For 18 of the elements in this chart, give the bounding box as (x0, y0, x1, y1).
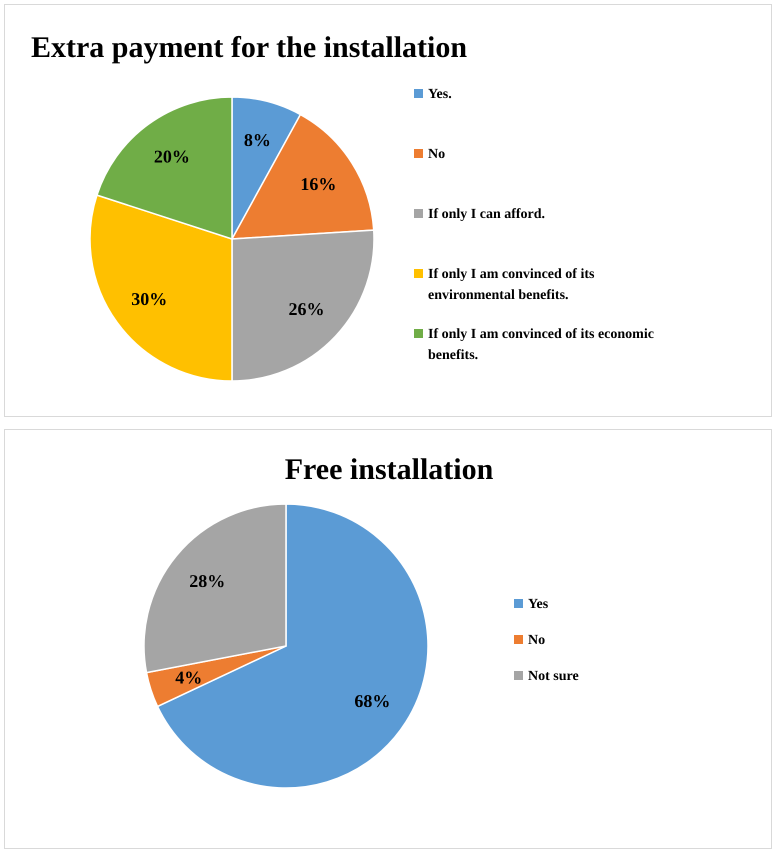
legend-label: Yes (528, 596, 549, 612)
legend-label: If only I am convinced of its environmental benefits. (428, 266, 595, 302)
data-label: 68% (354, 690, 390, 711)
data-label: 30% (131, 289, 168, 310)
legend-label: Yes. (428, 86, 452, 102)
data-label: 26% (288, 298, 325, 319)
data-label: 16% (300, 174, 336, 194)
legend-label: Not sure (528, 668, 579, 684)
data-label: 20% (154, 146, 190, 166)
legend-label: If only I can afford. (428, 206, 546, 222)
legend-label: If only I am convinced of its economic benefits. (428, 326, 654, 362)
legend-label: No (528, 632, 546, 648)
legend-label: No (428, 146, 446, 162)
data-label: 4% (175, 668, 202, 688)
data-label: 28% (189, 570, 226, 591)
data-label: 8% (244, 130, 271, 150)
chart-title: Free installation (284, 453, 494, 486)
chart-title: Extra payment for the installation (30, 31, 468, 64)
